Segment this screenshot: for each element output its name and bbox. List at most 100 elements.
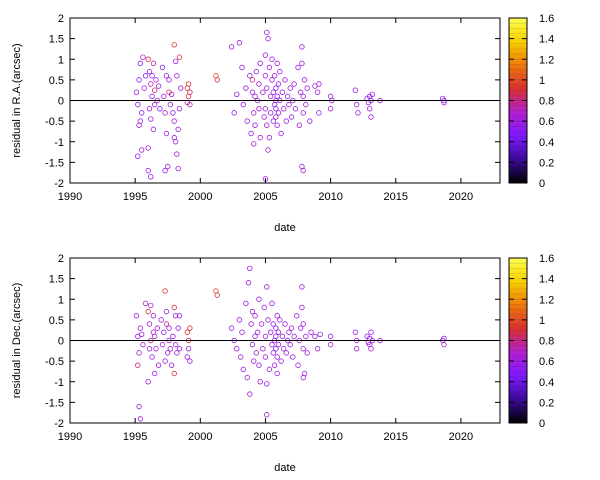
data-point: [153, 77, 159, 83]
colorbar-tick-label: 0.6: [539, 116, 554, 128]
data-point: [149, 93, 155, 100]
colorbar-tick-label: 0.2: [539, 397, 554, 409]
data-point: [271, 73, 278, 79]
y-tick-label: 0: [58, 336, 64, 348]
data-point: [135, 101, 141, 108]
data-point: [176, 54, 183, 60]
data-point: [264, 29, 270, 36]
data-point: [314, 89, 321, 95]
data-point: [274, 313, 280, 319]
data-point: [316, 110, 322, 116]
data-point: [269, 77, 275, 83]
data-point: [239, 64, 245, 71]
colorbar-tick-label: 0.4: [539, 377, 554, 389]
colorbar-tick-label: 1.2: [539, 294, 554, 306]
data-point: [158, 317, 164, 323]
data-point: [145, 308, 151, 315]
data-point: [149, 354, 155, 360]
data-point: [165, 350, 171, 356]
data-point: [257, 60, 263, 67]
data-point: [172, 341, 179, 348]
x-tick-label: 2005: [253, 191, 277, 203]
data-point: [275, 341, 282, 348]
y-axis-label: residual in R.A.(arcsec): [11, 43, 23, 157]
y-tick-label: 2: [58, 13, 64, 25]
data-point: [308, 329, 314, 335]
data-point: [163, 130, 170, 137]
data-point: [137, 60, 144, 67]
data-point: [286, 329, 292, 335]
x-axis-label: date: [274, 222, 295, 234]
x-tick-label: 2000: [188, 191, 212, 203]
y-axis-label: residual in Dec.(arcsec): [11, 283, 23, 399]
data-point: [279, 333, 286, 340]
data-point: [146, 346, 153, 352]
x-tick-label: 1990: [58, 191, 82, 203]
data-point: [301, 77, 308, 83]
x-tick-label: 2015: [384, 191, 408, 203]
data-point: [352, 87, 359, 93]
data-point: [291, 333, 297, 340]
data-point: [145, 56, 151, 62]
data-point: [155, 362, 162, 368]
data-point: [283, 118, 289, 124]
data-point: [267, 110, 274, 116]
x-axis-label: date: [274, 462, 295, 474]
data-point: [185, 81, 192, 87]
data-point: [174, 73, 180, 79]
data-point: [253, 68, 260, 75]
data-point: [273, 85, 279, 91]
data-point: [264, 412, 270, 418]
y-tick-label: 0.5: [49, 75, 64, 87]
data-point: [295, 362, 301, 368]
x-tick-label: 2020: [449, 191, 473, 203]
data-point: [264, 122, 270, 128]
data-point: [304, 85, 310, 91]
data-point: [266, 134, 273, 141]
data-point: [271, 362, 278, 368]
data-point: [369, 91, 375, 98]
data-point: [187, 358, 193, 364]
data-point: [137, 416, 144, 422]
data-point: [260, 89, 266, 95]
data-point: [167, 101, 174, 108]
data-point: [165, 163, 171, 170]
data-point: [281, 346, 287, 352]
data-point: [262, 354, 269, 360]
data-point: [266, 64, 273, 71]
data-point: [270, 89, 276, 95]
data-point: [274, 60, 280, 67]
y-tick-label: -0.5: [45, 356, 64, 368]
data-point: [184, 354, 190, 360]
data-point: [353, 346, 360, 352]
data-point: [287, 85, 293, 91]
data-point: [249, 77, 256, 83]
data-point: [327, 106, 334, 112]
dec-residual-panel: 1990 1995 2000 2005 2010 2015 2020-2-1.5-1-0.5…: [11, 253, 554, 474]
data-point: [282, 321, 288, 327]
data-point: [135, 362, 141, 368]
data-point: [148, 116, 154, 122]
y-tick-label: 2: [58, 253, 64, 265]
data-point: [178, 85, 184, 91]
data-point: [304, 350, 310, 356]
data-point: [138, 331, 145, 338]
data-point: [185, 346, 192, 352]
data-point: [300, 346, 306, 352]
data-point: [163, 321, 170, 327]
data-point: [262, 52, 269, 58]
y-tick-label: 1.5: [49, 34, 64, 46]
colorbar-tick-label: 1: [539, 75, 545, 87]
data-point: [137, 118, 144, 124]
colorbar-tick-label: 0.2: [539, 157, 554, 169]
data-point: [273, 106, 279, 112]
data-point: [254, 329, 261, 335]
data-point: [166, 325, 172, 331]
data-point: [248, 130, 254, 137]
colorbar: 0 0.2 0.4 0.6 0.8 1 1.2 1.4 1.6: [508, 253, 554, 430]
data-point: [244, 118, 250, 124]
data-point: [249, 308, 256, 315]
data-point: [307, 118, 313, 124]
data-point: [148, 81, 154, 87]
data-point: [251, 141, 257, 147]
